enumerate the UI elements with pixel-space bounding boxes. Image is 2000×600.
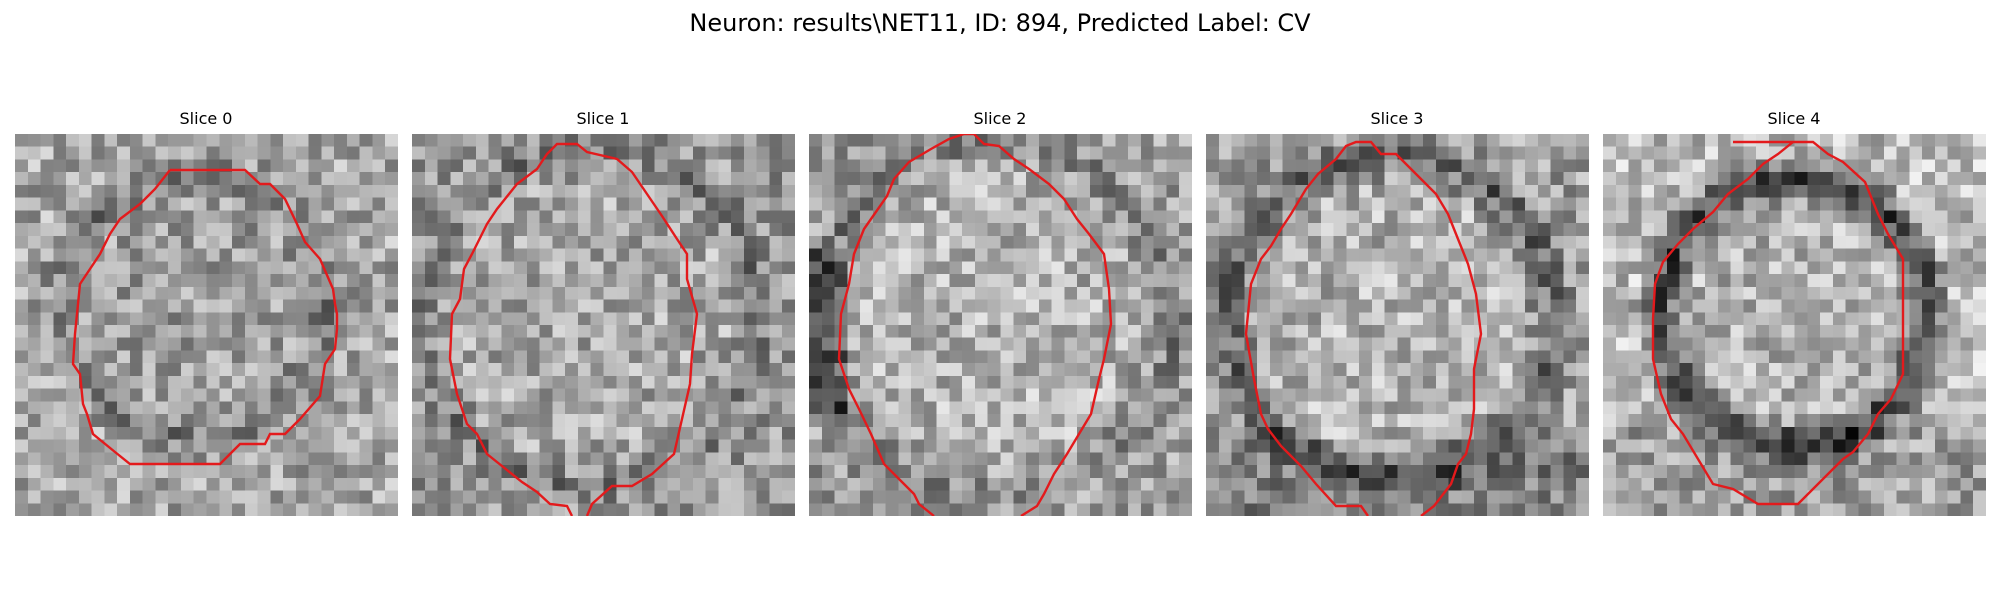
- segmentation-contour-4: [1651, 140, 1905, 506]
- segmentation-contour-3: [1244, 140, 1483, 516]
- slice-image-1: [412, 134, 795, 516]
- contour-overlay-4: [1651, 140, 1905, 506]
- panel-title-slice-3: Slice 3: [1370, 109, 1424, 128]
- contour-overlay-2: [837, 134, 1113, 516]
- segmentation-contour-1: [448, 142, 699, 516]
- grayscale-slice-4: [1603, 134, 1986, 516]
- slice-image-4: [1603, 134, 1986, 516]
- slice-image-0: [15, 134, 398, 516]
- figure-title: Neuron: results\NET11, ID: 894, Predicte…: [689, 9, 1311, 37]
- grayscale-slice-2: [809, 134, 1192, 516]
- grayscale-slice-3: [1206, 134, 1589, 516]
- contour-overlay-1: [448, 142, 699, 516]
- panel-title-slice-4: Slice 4: [1767, 109, 1821, 128]
- panel-title-slice-1: Slice 1: [576, 109, 630, 128]
- slice-image-3: [1206, 134, 1589, 516]
- panel-title-slice-0: Slice 0: [179, 109, 233, 128]
- segmentation-contour-2: [837, 134, 1113, 516]
- segmentation-contour-0: [71, 168, 339, 466]
- grayscale-slice-0: [15, 134, 398, 516]
- slice-image-2: [809, 134, 1192, 516]
- contour-overlay-0: [71, 168, 339, 466]
- contour-overlay-3: [1244, 140, 1483, 516]
- grayscale-slice-1: [412, 134, 795, 516]
- panel-title-slice-2: Slice 2: [973, 109, 1027, 128]
